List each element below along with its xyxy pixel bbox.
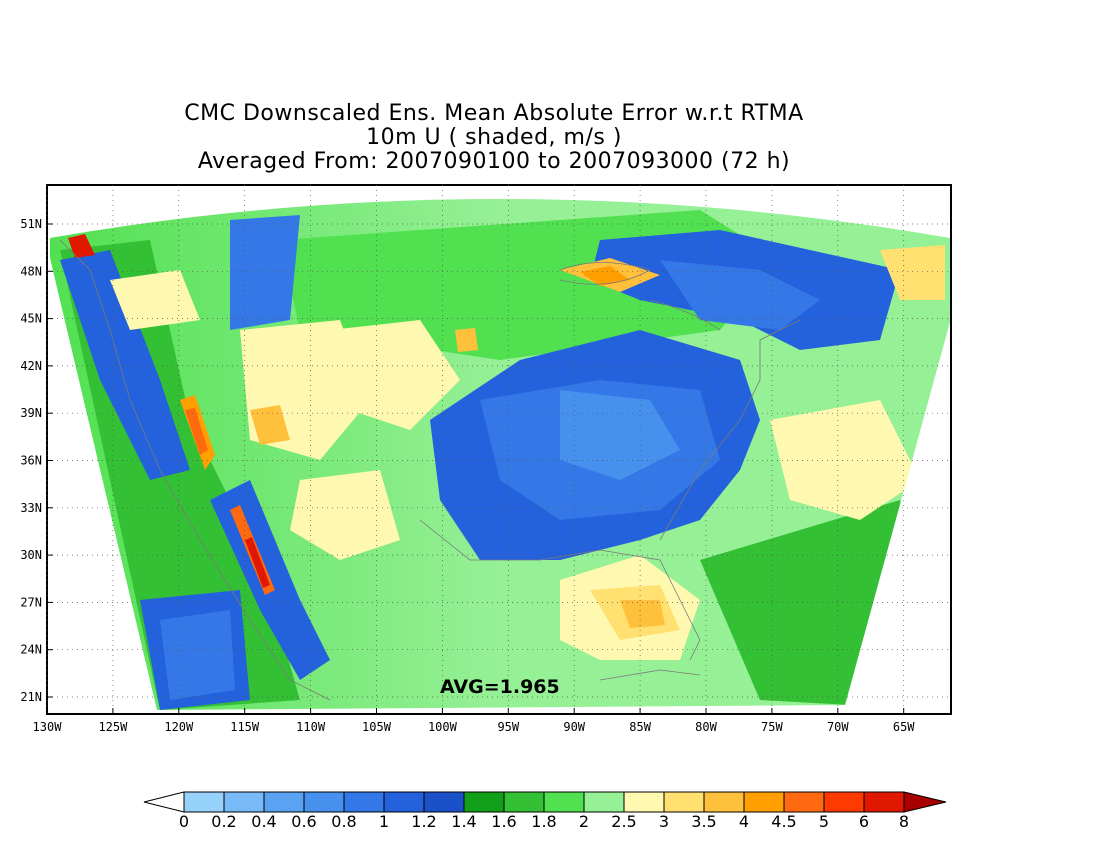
lat-label: 21N — [20, 690, 42, 704]
colorbar-label: 6 — [858, 812, 870, 831]
lat-label: 42N — [20, 359, 42, 373]
colorbar-swatch — [783, 791, 825, 813]
colorbar-swatch — [463, 791, 505, 813]
colorbar-label: 1.8 — [531, 812, 557, 831]
colorbar-swatch — [423, 791, 465, 813]
colorbar-swatch — [183, 791, 225, 813]
average-label: AVG=1.965 — [440, 676, 560, 698]
colorbar-swatch — [223, 791, 265, 813]
lon-label: 65W — [893, 720, 915, 734]
gridlines — [46, 185, 951, 714]
lon-label: 85W — [629, 720, 651, 734]
colorbar-swatch — [383, 791, 425, 813]
colorbar-max-arrow — [903, 791, 947, 813]
lon-label: 125W — [98, 720, 128, 734]
colorbar-label: 8 — [898, 812, 910, 831]
colorbar-swatch — [263, 791, 305, 813]
lon-label: 100W — [428, 720, 458, 734]
colorbar-swatch — [583, 791, 625, 813]
lat-label: 39N — [20, 406, 42, 420]
colorbar-swatch — [503, 791, 545, 813]
colorbar-label: 0 — [178, 812, 190, 831]
longitude-axis: 130W 125W 120W 115W 110W 105W 100W 95W 90W 85W 80W… — [33, 708, 915, 734]
colorbar-label: 3 — [658, 812, 670, 831]
colorbar-swatch — [663, 791, 705, 813]
lat-label: 51N — [20, 217, 42, 231]
lat-label: 27N — [20, 595, 42, 609]
colorbar-swatch — [863, 791, 905, 813]
lon-label: 110W — [296, 720, 326, 734]
colorbar-swatch — [623, 791, 665, 813]
colorbar-label: 0.4 — [251, 812, 277, 831]
colorbar-label: 0.6 — [291, 812, 317, 831]
colorbar-label: 4.5 — [771, 812, 797, 831]
lat-label: 48N — [20, 264, 42, 278]
colorbar — [143, 791, 947, 813]
shaded-field — [50, 199, 950, 710]
colorbar-swatch — [823, 791, 865, 813]
colorbar-label: 1 — [378, 812, 390, 831]
map-frame — [46, 184, 952, 715]
colorbar-label: 2.5 — [611, 812, 637, 831]
colorbar-label: 0.2 — [211, 812, 237, 831]
lon-label: 80W — [695, 720, 717, 734]
colorbar-swatch — [343, 791, 385, 813]
lon-label: 95W — [497, 720, 519, 734]
title-line-3: Averaged From: 2007090100 to 2007093000 … — [197, 149, 791, 174]
colorbar-swatch — [743, 791, 785, 813]
colorbar-label: 4 — [738, 812, 750, 831]
lon-label: 70W — [827, 720, 849, 734]
colorbar-swatch — [543, 791, 585, 813]
colorbar-label: 0.8 — [331, 812, 357, 831]
latitude-axis: 51N 48N 45N 42N 39N 36N 33N 30N 27N 24N 21N — [20, 217, 53, 704]
colorbar-label: 1.6 — [491, 812, 517, 831]
colorbar-label: 3.5 — [691, 812, 717, 831]
coastlines — [59, 239, 801, 701]
colorbar-label: 5 — [818, 812, 830, 831]
colorbar-label: 1.4 — [451, 812, 477, 831]
lat-label: 30N — [20, 548, 42, 562]
lat-label: 24N — [20, 643, 42, 657]
title-line-1: CMC Downscaled Ens. Mean Absolute Error … — [184, 101, 804, 126]
lat-label: 45N — [20, 312, 42, 326]
colorbar-swatch — [703, 791, 745, 813]
colorbar-label: 1.2 — [411, 812, 437, 831]
lon-label: 105W — [362, 720, 392, 734]
lon-label: 120W — [164, 720, 194, 734]
lat-label: 33N — [20, 501, 42, 515]
lat-label: 36N — [20, 454, 42, 468]
colorbar-min-arrow — [143, 791, 185, 813]
colorbar-label: 2 — [578, 812, 590, 831]
lon-label: 90W — [563, 720, 585, 734]
lon-label: 115W — [230, 720, 260, 734]
lon-label: 130W — [33, 720, 63, 734]
colorbar-swatch — [303, 791, 345, 813]
lon-label: 75W — [761, 720, 783, 734]
title-line-2: 10m U ( shaded, m/s ) — [366, 125, 622, 150]
